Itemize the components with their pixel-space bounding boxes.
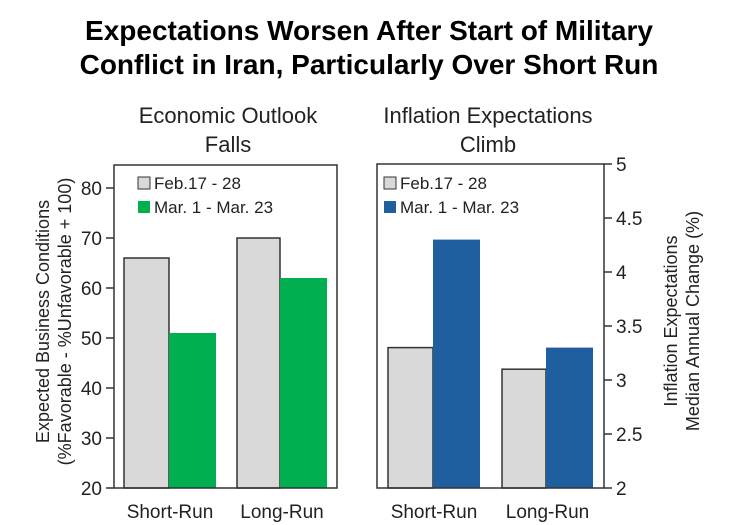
panel-1-bar-long-run-series-2 [280, 278, 327, 488]
panel-1-bar-long-run-series-1 [236, 237, 281, 489]
panel-1-y-axis-label-line-2: (%Favorable - %Unfavorable + 100) [55, 178, 75, 466]
panel-2-bar-long-run-series-2 [546, 347, 593, 488]
panel-2-y-axis-label-line-1: Inflation Expectations [661, 235, 681, 406]
panel-2-bar-short-run-series-1 [387, 346, 434, 489]
panel-2-legend-swatch-2 [384, 201, 396, 213]
panel-2-legend-swatch-1 [383, 176, 397, 190]
panel-2-legend-label-1: Feb.17 - 28 [400, 174, 487, 193]
panel-1-bar-short-run-series-1 [123, 257, 170, 489]
panel-2-y-tick-label: 4 [616, 263, 627, 284]
panel-1-bar-short-run-series-2 [169, 333, 216, 488]
chart-title: Expectations Worsen After Start of Milit… [0, 14, 738, 82]
panel-2-legend-label-2: Mar. 1 - Mar. 23 [400, 198, 519, 217]
panel-2-y-tick-label: 4.5 [616, 209, 642, 230]
panel-2-y-tick-label: 3.5 [616, 317, 642, 338]
panel-1-y-tick-label: 70 [81, 229, 102, 250]
panel-1-legend-swatch-2 [138, 201, 150, 213]
panel-1-category-label-2: Long-Run [240, 502, 323, 523]
panel-1-y-tick-label: 60 [81, 279, 102, 300]
panel-2-bar-short-run-series-2 [433, 239, 480, 488]
panel-1-title-line-1: Economic Outlook [139, 103, 319, 128]
panel-1-category-label-1: Short-Run [127, 502, 214, 523]
panel-2-y-tick-label: 3 [616, 371, 627, 392]
panel-1-legend-label-1: Feb.17 - 28 [154, 174, 241, 193]
panel-2-category-label-1: Short-Run [391, 502, 478, 523]
chart-title-line-1: Expectations Worsen After Start of Milit… [85, 15, 653, 46]
panel-2-y-tick-label: 2 [616, 479, 627, 500]
panel-2-title-line-1: Inflation Expectations [383, 103, 592, 128]
panel-1-y-tick-label: 40 [81, 379, 102, 400]
panel-1-title-line-2: Falls [205, 132, 251, 157]
panel-1-y-tick-label: 20 [81, 479, 102, 500]
panel-1-legend-swatch-1 [137, 176, 151, 190]
panel-2-category-label-2: Long-Run [506, 502, 589, 523]
panel-1-plot-frame [113, 164, 338, 489]
panel-1-legend-label-2: Mar. 1 - Mar. 23 [154, 198, 273, 217]
panel-1-y-tick-label: 80 [81, 179, 102, 200]
panel-1-y-axis-label-line-1: Expected Business Conditions [33, 200, 53, 443]
panel-2-y-tick-label: 2.5 [616, 425, 642, 446]
chart-title-line-2: Conflict in Iran, Particularly Over Shor… [79, 49, 659, 80]
panel-2-bar-long-run-series-1 [501, 368, 547, 489]
panel-1-y-tick-label: 30 [81, 429, 102, 450]
panel-2-y-tick-label: 5 [616, 155, 627, 176]
panel-1-y-tick-label: 50 [81, 329, 102, 350]
panel-2-title-line-2: Climb [460, 132, 516, 157]
panel-2-y-axis-label-line-2: Median Annual Change (%) [683, 211, 703, 431]
